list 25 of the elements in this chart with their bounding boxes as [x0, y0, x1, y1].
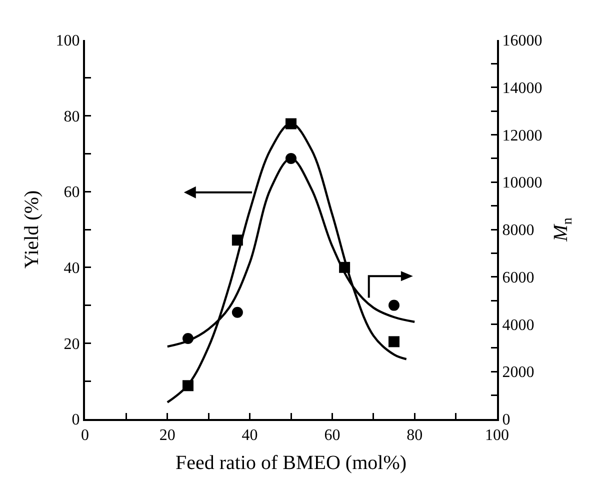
x-tick-label: 100 [485, 427, 509, 444]
y2-tick-label: 12000 [502, 127, 542, 144]
x-axis-title: Feed ratio of BMEO (mol%) [175, 452, 407, 474]
x-tick-label: 60 [324, 427, 340, 444]
y2-tick-label: 6000 [502, 269, 534, 286]
x-tick-label: 80 [406, 427, 423, 444]
point [388, 300, 400, 311]
y-tick-label: 80 [64, 108, 80, 126]
y-tick-label: 20 [64, 336, 80, 353]
y2-tick-label: 0 [502, 412, 510, 429]
y-tick-label: 40 [64, 260, 80, 277]
y-tick-label: 60 [64, 184, 80, 202]
y2-tick-label: 14000 [502, 80, 542, 97]
y2-tick-label: 10000 [502, 174, 542, 192]
y2-tick-label: 8000 [502, 222, 534, 240]
y-tick-label: 100 [56, 32, 80, 50]
y2-tick-label: 2000 [502, 364, 534, 382]
x-tick-label: 40 [242, 427, 258, 444]
point [388, 336, 400, 348]
x-tick-label: 20 [159, 427, 176, 444]
point [232, 306, 243, 318]
y-axis-title: Yield (%) [20, 190, 43, 269]
y2-tick-label: 4000 [502, 316, 534, 334]
y-tick-label: 0 [72, 412, 80, 429]
y2-tick-label: 16000 [502, 32, 542, 50]
